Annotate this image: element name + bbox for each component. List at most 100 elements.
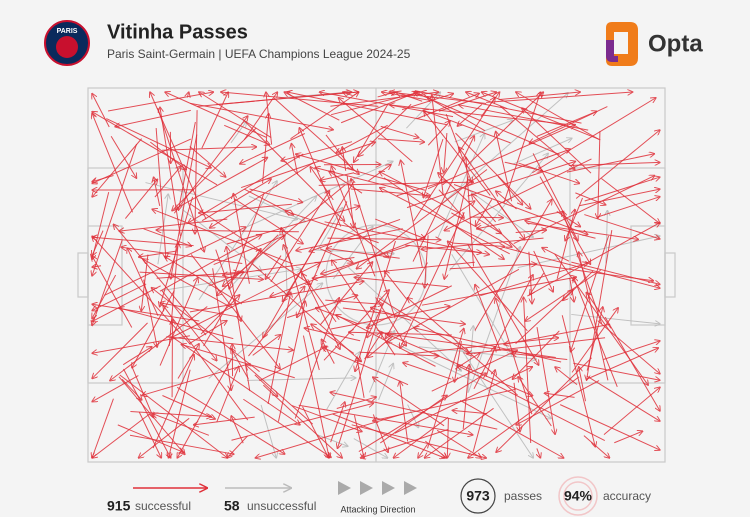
successful-pass	[177, 358, 233, 458]
unsuccessful-pass	[246, 378, 356, 381]
successful-pass	[556, 211, 581, 226]
successful-pass	[302, 273, 337, 323]
badge-emblem	[56, 36, 78, 58]
successful-pass	[447, 241, 528, 332]
successful-pass	[92, 230, 104, 256]
stats: 973 passes 94% accuracy	[460, 476, 651, 516]
successful-pass	[427, 125, 575, 190]
successful-pass	[477, 218, 502, 234]
successful-pass	[123, 368, 171, 458]
successful-pass	[425, 235, 429, 288]
successful-pass	[355, 240, 396, 371]
successful-pass	[504, 161, 543, 171]
successful-pass	[189, 203, 311, 284]
header: PARIS Vitinha Passes Paris Saint-Germain…	[44, 20, 703, 66]
successful-pass	[189, 146, 226, 178]
successful-pass	[325, 134, 353, 170]
successful-pass	[121, 378, 142, 400]
successful-pass	[195, 110, 197, 234]
successful-pass	[444, 176, 469, 279]
successful-pass	[166, 336, 293, 350]
successful-pass	[486, 92, 633, 103]
successful-pass	[332, 413, 445, 458]
accuracy-ring-outer	[558, 476, 598, 516]
successful-pass	[394, 367, 533, 434]
successful-pass	[143, 228, 192, 246]
passes-value: 973	[466, 488, 490, 504]
successful-pass	[526, 222, 639, 240]
successful-pass	[259, 346, 327, 382]
successful-pass	[447, 418, 448, 458]
successful-pass	[579, 252, 609, 381]
successful-pass	[473, 275, 533, 390]
successful-pass	[168, 243, 178, 347]
successful-pass	[129, 434, 234, 454]
successful-pass	[173, 116, 248, 214]
unsuccessful-pass	[353, 438, 388, 458]
successful-pass	[152, 209, 293, 265]
successful-pass	[452, 410, 488, 415]
successful-pass	[270, 236, 426, 297]
successful-pass	[231, 416, 244, 444]
unsuccessful-pass	[452, 337, 533, 458]
successful-pass	[579, 367, 587, 402]
passes-label: passes	[504, 489, 542, 503]
successful-pass	[121, 247, 243, 265]
successful-pass	[366, 285, 452, 328]
successful-pass	[309, 218, 401, 251]
successful-pass	[107, 92, 214, 112]
successful-pass	[153, 414, 210, 436]
successful-pass	[559, 404, 660, 450]
successful-pass	[350, 188, 431, 196]
successful-pass	[277, 301, 305, 422]
successful-pass	[162, 147, 256, 151]
successful-pass	[336, 124, 388, 153]
unsuccessful-pass	[317, 434, 347, 446]
pass-arrows	[92, 92, 660, 458]
successful-pass	[252, 335, 281, 356]
successful-pass	[499, 105, 575, 169]
unsuccessful-pass	[440, 93, 568, 206]
successful-pass	[159, 277, 198, 366]
successful-pass	[364, 332, 382, 360]
successful-pass	[496, 201, 525, 239]
successful-pass	[131, 365, 154, 417]
successful-pass	[393, 416, 449, 458]
successful-pass	[254, 374, 278, 396]
unsuccessful-pass	[407, 404, 419, 428]
successful-pass	[532, 98, 656, 174]
successful-pass	[515, 230, 547, 232]
successful-pass	[400, 212, 465, 348]
successful-pass	[459, 400, 564, 458]
successful-pass	[455, 132, 530, 209]
successful-pass	[379, 172, 461, 214]
successful-pass	[92, 138, 192, 183]
badge-text: PARIS	[57, 28, 78, 35]
successful-pass	[174, 157, 267, 210]
successful-pass	[104, 227, 245, 296]
successful-pass	[385, 262, 428, 339]
unsuccessful-pass	[606, 210, 607, 264]
successful-pass	[587, 230, 613, 380]
successful-pass	[188, 153, 304, 223]
successful-pass	[467, 337, 606, 354]
successful-pass	[346, 175, 353, 228]
successful-pass	[438, 173, 522, 253]
successful-pass	[92, 375, 139, 402]
successful-pass	[92, 322, 148, 379]
successful-pass	[406, 149, 570, 209]
successful-pass	[579, 189, 660, 207]
successful-pass	[240, 142, 375, 189]
successful-pass	[583, 435, 610, 458]
successful-pass	[216, 366, 239, 423]
successful-pass	[477, 210, 565, 229]
successful-pass	[298, 404, 473, 435]
successful-pass	[124, 179, 157, 219]
successful-pass	[467, 161, 576, 197]
successful-pass	[504, 323, 611, 344]
successful-pass	[386, 334, 556, 358]
goal-right	[664, 252, 676, 298]
successful-pass	[267, 292, 291, 405]
successful-pass	[444, 158, 592, 231]
